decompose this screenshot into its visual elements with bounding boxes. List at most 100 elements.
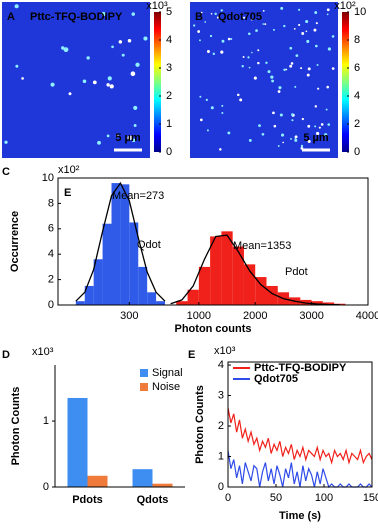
spot xyxy=(298,8,301,11)
spot xyxy=(63,47,69,53)
panel-label: B xyxy=(195,11,203,23)
histogram-bar xyxy=(120,184,130,305)
spot xyxy=(283,24,286,28)
spot xyxy=(92,80,97,85)
histogram-bar xyxy=(75,301,85,305)
spot xyxy=(115,134,119,138)
spot xyxy=(272,28,275,31)
colorbar-multiplier: x10³ xyxy=(146,0,168,12)
y-multiplier: x10³ xyxy=(32,346,54,358)
spot xyxy=(133,105,138,110)
colorbar-tick-label: 2 xyxy=(166,90,172,102)
y-multiplier: x10³ xyxy=(214,345,236,357)
histogram-bar xyxy=(221,231,233,305)
spot xyxy=(199,95,202,98)
spot xyxy=(290,137,292,140)
spot xyxy=(143,36,148,41)
y-tick-label: 3 xyxy=(218,389,224,401)
spot xyxy=(241,65,244,68)
colorbar-tick-label: 5 xyxy=(166,6,172,18)
spot xyxy=(301,117,304,121)
x-tick-label: 150 xyxy=(363,492,378,504)
y-tick-label: 4 xyxy=(48,248,54,260)
spot xyxy=(247,56,250,59)
colorbar-tick-label: 4 xyxy=(166,34,172,46)
spot xyxy=(15,64,19,68)
spot xyxy=(273,124,277,128)
histogram-bar xyxy=(156,301,165,305)
spot xyxy=(314,125,317,128)
x-axis-label: Photon counts xyxy=(175,323,252,335)
colorbar-multiplier: x10² xyxy=(334,0,356,12)
spot xyxy=(314,105,318,108)
spot xyxy=(327,123,331,126)
scale-bar-label: 5 µm xyxy=(303,132,329,144)
y-tick-label: 2 xyxy=(48,274,54,286)
spot xyxy=(230,38,233,40)
spot xyxy=(262,9,265,12)
annotation: Mean=1353 xyxy=(233,240,291,252)
spot xyxy=(283,68,286,72)
annotation: Mean=273 xyxy=(112,190,164,202)
series-line xyxy=(227,407,373,465)
y-multiplier: x10² xyxy=(58,164,80,176)
spot xyxy=(199,118,203,122)
spot xyxy=(212,52,216,56)
panel-label: E xyxy=(188,349,195,361)
x-tick-label: Qdots xyxy=(137,494,169,506)
spot xyxy=(209,34,213,38)
spot xyxy=(97,140,101,145)
spot xyxy=(106,83,110,87)
spot xyxy=(291,119,294,122)
spot xyxy=(324,133,328,137)
spot xyxy=(255,29,258,32)
spot xyxy=(242,56,245,58)
spot xyxy=(127,135,133,141)
y-axis-label: Photon Counts xyxy=(10,387,22,466)
bar xyxy=(67,397,88,487)
y-tick-label: 10 xyxy=(42,172,54,184)
spot xyxy=(289,46,293,50)
spot xyxy=(251,51,253,54)
y-tick-label: 4 xyxy=(218,359,224,371)
colorbar xyxy=(154,12,161,152)
spot xyxy=(248,138,252,142)
spot xyxy=(294,85,297,88)
histogram-bar xyxy=(255,277,267,305)
inset-label: E xyxy=(64,187,71,199)
spot xyxy=(239,98,243,102)
spot xyxy=(262,23,265,25)
spot xyxy=(306,39,310,43)
spot xyxy=(205,98,208,101)
spot xyxy=(204,21,207,23)
colorbar-tick-label: 8 xyxy=(354,34,360,46)
spot xyxy=(313,28,317,32)
spot xyxy=(214,12,217,16)
spot xyxy=(293,27,296,30)
spot xyxy=(131,12,135,16)
spot xyxy=(221,104,224,107)
scale-bar-label: 5 µm xyxy=(115,132,141,144)
spot xyxy=(61,46,65,50)
spot xyxy=(316,63,319,66)
spot xyxy=(216,16,219,19)
legend-label: Pttc-TFQ-BODIPY xyxy=(254,362,347,374)
y-tick-label: 0 xyxy=(48,299,54,311)
spot xyxy=(305,30,308,33)
y-tick-label: 0 xyxy=(43,481,49,493)
spot xyxy=(331,35,335,38)
spot xyxy=(318,126,321,129)
spot xyxy=(307,124,311,128)
spot xyxy=(243,16,246,19)
spot xyxy=(320,123,324,126)
histogram-bar xyxy=(147,292,157,305)
spot xyxy=(314,11,318,14)
spot xyxy=(317,87,320,90)
spot xyxy=(107,76,112,81)
histogram-bar xyxy=(138,266,148,305)
legend-label: Noise xyxy=(152,381,180,393)
spot xyxy=(265,61,268,65)
x-tick-label: 50 xyxy=(270,492,282,504)
spot xyxy=(248,66,251,69)
